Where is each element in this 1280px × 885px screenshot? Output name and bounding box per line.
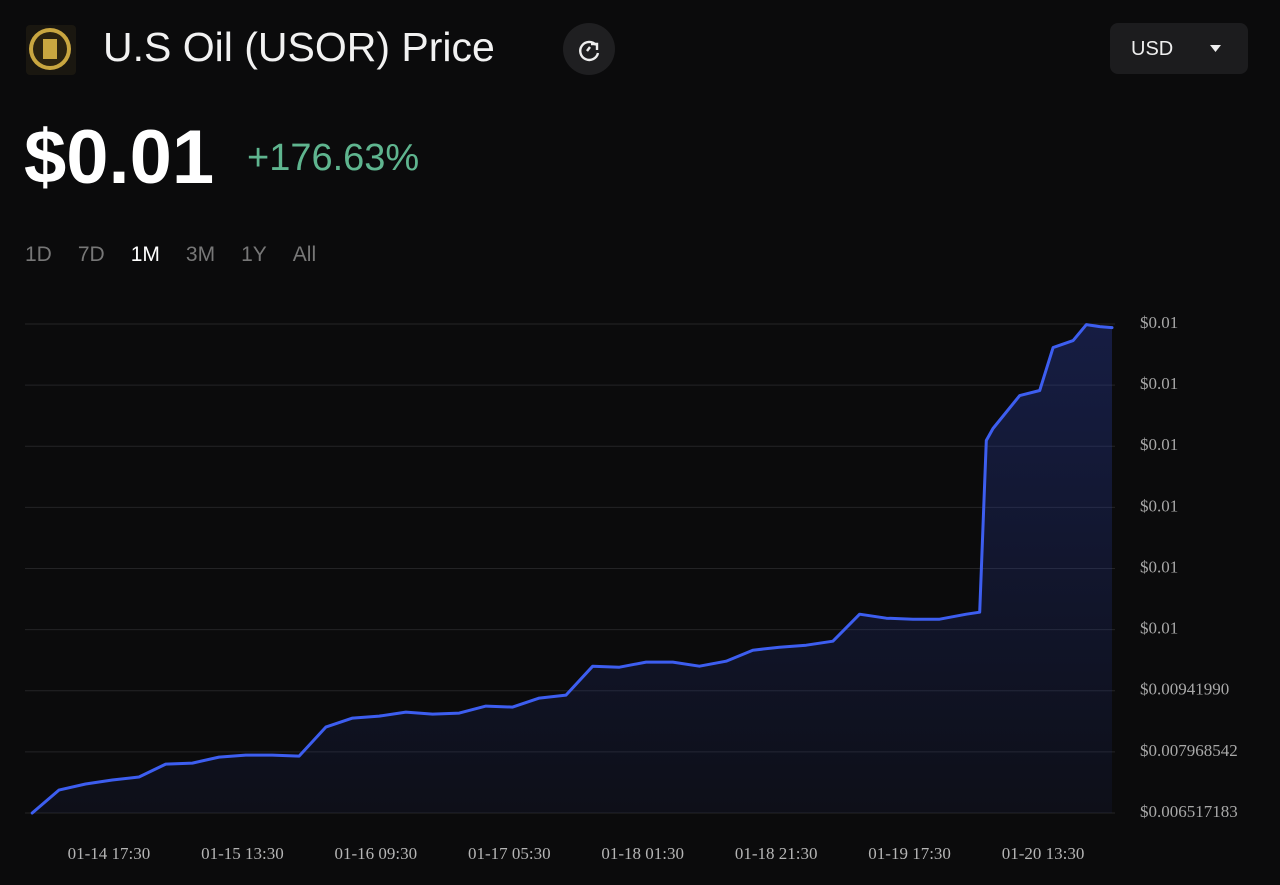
currency-label: USD <box>1131 38 1174 60</box>
range-tab[interactable]: 1D <box>25 243 52 266</box>
range-tab[interactable]: 3M <box>185 243 216 266</box>
x-tick-label: 01-14 17:30 <box>68 844 151 863</box>
y-tick-label: $0.007968542 <box>1140 741 1238 760</box>
page-title: U.S Oil (USOR) Price <box>103 24 495 70</box>
price: $0.01 <box>24 115 215 200</box>
x-tick-label: 01-18 21:30 <box>735 844 818 863</box>
area-fill <box>32 324 1113 813</box>
range-tabs: 1D 7D 1M 3M 1Y All <box>25 243 342 267</box>
refresh-icon <box>579 40 600 62</box>
y-tick-label: $0.01 <box>1140 619 1178 638</box>
y-tick-label: $0.01 <box>1140 313 1178 332</box>
x-tick-label: 01-15 13:30 <box>201 844 284 863</box>
range-tab[interactable]: All <box>292 243 317 266</box>
y-tick-label: $0.01 <box>1140 374 1178 393</box>
x-tick-label: 01-17 05:30 <box>468 844 551 863</box>
range-tab[interactable]: 7D <box>77 243 105 266</box>
x-tick-label: 01-19 17:30 <box>868 844 951 863</box>
range-tab[interactable]: 1M <box>130 243 160 266</box>
x-tick-label: 01-18 01:30 <box>601 844 684 863</box>
x-tick-label: 01-20 13:30 <box>1002 844 1085 863</box>
y-tick-label: $0.006517183 <box>1140 802 1238 821</box>
x-tick-label: 01-16 09:30 <box>335 844 418 863</box>
logo <box>26 25 76 75</box>
y-tick-label: $0.01 <box>1140 557 1178 576</box>
y-tick-label: $0.01 <box>1140 435 1178 454</box>
currency-dropdown[interactable]: USD <box>1110 23 1248 74</box>
range-tab[interactable]: 1Y <box>241 243 267 266</box>
y-tick-label: $0.00941990 <box>1140 680 1229 699</box>
refresh-button[interactable] <box>563 23 615 75</box>
price-line <box>30 323 1114 815</box>
y-tick-label: $0.01 <box>1140 496 1178 515</box>
price-change: +176.63% <box>247 137 420 179</box>
dropdown-arrow <box>1210 45 1221 52</box>
